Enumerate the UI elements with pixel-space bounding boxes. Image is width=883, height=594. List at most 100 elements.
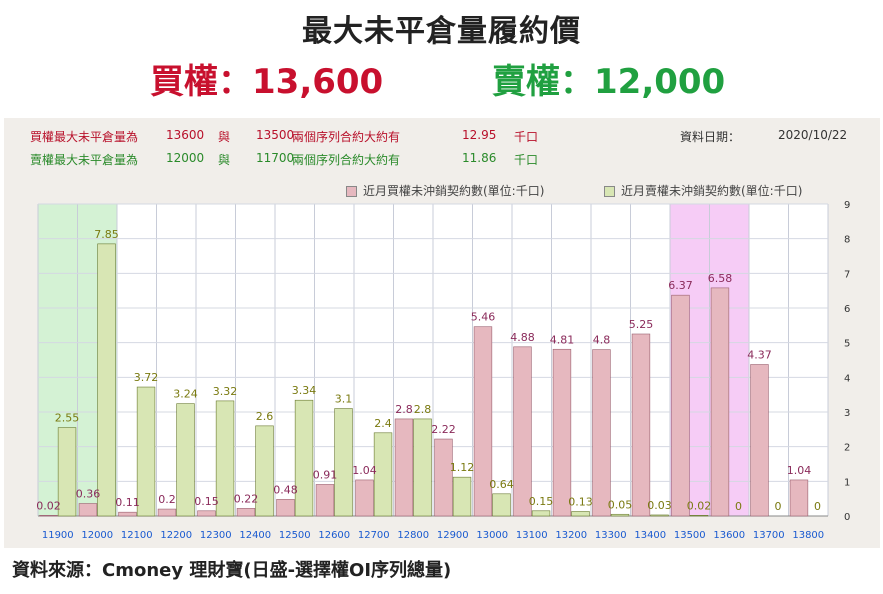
sell-bar [97, 243, 116, 517]
buy-bar [197, 510, 216, 517]
buy-data-label: 1.04 [787, 464, 812, 477]
x-tick-label: 13500 [674, 530, 706, 541]
buy-bar [671, 294, 690, 517]
x-tick-label: 12300 [200, 530, 232, 541]
x-tick-label: 12600 [318, 530, 350, 541]
buy-data-label: 0.48 [273, 483, 298, 496]
buy-data-label: 0.02 [36, 499, 61, 512]
legend-buy-swatch [346, 186, 357, 197]
y-tick-label: 9 [844, 200, 850, 211]
x-tick-label: 12500 [279, 530, 311, 541]
sell-bar [294, 399, 314, 517]
y-tick-label: 7 [844, 269, 850, 280]
sell-data-label: 0.13 [568, 495, 593, 508]
x-tick-label: 13800 [792, 530, 824, 541]
x-tick-label: 13200 [555, 530, 587, 541]
buy-bar [552, 348, 572, 517]
buy-bar [789, 479, 809, 517]
y-tick-label: 5 [844, 339, 850, 350]
buy-data-label: 4.88 [510, 331, 535, 344]
buy-data-label: 6.58 [708, 272, 733, 285]
sell-info-mid: 與 [218, 153, 231, 167]
page-title: 最大未平倉量履約價 [302, 14, 581, 49]
sell-data-label: 2.55 [55, 412, 80, 425]
x-tick-label: 12700 [358, 530, 390, 541]
buy-info-label: 買權最大未平倉量為 [30, 130, 139, 144]
sell-data-label: 2.4 [374, 417, 392, 430]
sell-data-label: 3.24 [173, 388, 198, 401]
x-tick-label: 13700 [753, 530, 785, 541]
buy-data-label: 4.8 [593, 334, 611, 347]
legend-sell: 近月賣權未沖銷契約數(單位:千口) [604, 182, 802, 199]
sell-data-label: 0 [775, 500, 782, 513]
buy-bar [315, 484, 335, 517]
sell-info-unit: 千口 [514, 153, 539, 167]
buy-data-label: 0.91 [313, 468, 338, 481]
sell-bar [492, 493, 511, 517]
buy-max-strike: 買權：13,600 [150, 62, 384, 102]
sell-bar [215, 400, 235, 517]
y-tick-label: 6 [844, 304, 850, 315]
x-tick-label: 12800 [397, 530, 429, 541]
buy-bar [750, 364, 769, 517]
y-tick-label: 3 [844, 408, 850, 419]
sell-data-label: 3.34 [292, 384, 317, 397]
sell-info-amount: 11.86 [462, 151, 497, 165]
buy-info-mid: 與 [218, 130, 231, 144]
x-tick-label: 13400 [634, 530, 666, 541]
sell-data-label: 0.03 [647, 499, 672, 512]
buy-data-label: 2.8 [395, 403, 413, 416]
sell-data-label: 3.1 [335, 393, 353, 406]
sell-data-label: 0.15 [529, 495, 554, 508]
buy-bar [39, 515, 58, 517]
sell-bar [610, 513, 630, 517]
sell-info-label: 賣權最大未平倉量為 [30, 153, 139, 167]
x-tick-label: 12100 [121, 530, 153, 541]
sell-data-label: 7.85 [94, 228, 119, 241]
legend-buy: 近月買權未沖銷契約數(單位:千口) [346, 182, 544, 199]
sell-info-v1: 12000 [166, 151, 205, 165]
legend-sell-swatch [604, 186, 615, 197]
buy-bar [592, 349, 611, 517]
buy-data-label: 5.25 [629, 318, 654, 331]
buy-info-desc: 兩個序列合約大約有 [292, 130, 401, 144]
sell-bar [373, 432, 393, 517]
buy-info-v2: 13500 [256, 128, 295, 142]
sell-bar [571, 511, 590, 517]
buy-bar [276, 499, 295, 517]
sell-info-v2: 11700 [256, 151, 295, 165]
x-tick-label: 12000 [81, 530, 113, 541]
x-tick-label: 12900 [437, 530, 469, 541]
sell-data-label: 0.64 [489, 478, 514, 491]
date-label: 資料日期： [680, 130, 741, 144]
sell-max-strike: 賣權：12,000 [492, 62, 726, 102]
y-tick-label: 1 [844, 477, 850, 488]
sell-bar [57, 427, 77, 517]
x-tick-label: 11900 [42, 530, 74, 541]
buy-data-label: 4.81 [550, 333, 575, 346]
buy-bar [157, 508, 177, 517]
buy-data-label: 5.46 [471, 311, 496, 324]
buy-bar [394, 418, 414, 517]
sell-data-label: 2.6 [256, 410, 274, 423]
date-value: 2020/10/22 [778, 128, 848, 142]
sell-bar [452, 476, 472, 517]
buy-data-label: 0.22 [234, 492, 259, 505]
buy-info-unit: 千口 [514, 130, 539, 144]
buy-bar [631, 333, 651, 517]
sell-data-label: 0 [735, 500, 742, 513]
sell-bar [334, 408, 353, 517]
sell-data-label: 1.12 [450, 461, 475, 474]
sell-info-desc: 兩個序列合約大約有 [292, 153, 401, 167]
buy-bar [710, 287, 730, 517]
x-tick-label: 12400 [239, 530, 271, 541]
buy-info-amount: 12.95 [462, 128, 497, 142]
data-source: 資料來源：Cmoney 理財寶(日盛-選擇權OI序列總量) [12, 560, 452, 581]
buy-data-label: 4.37 [747, 349, 772, 362]
buy-data-label: 1.04 [352, 464, 377, 477]
x-tick-label: 13100 [516, 530, 548, 541]
buy-bar [473, 326, 493, 517]
sell-bar [689, 515, 709, 517]
sell-bar [531, 510, 551, 517]
